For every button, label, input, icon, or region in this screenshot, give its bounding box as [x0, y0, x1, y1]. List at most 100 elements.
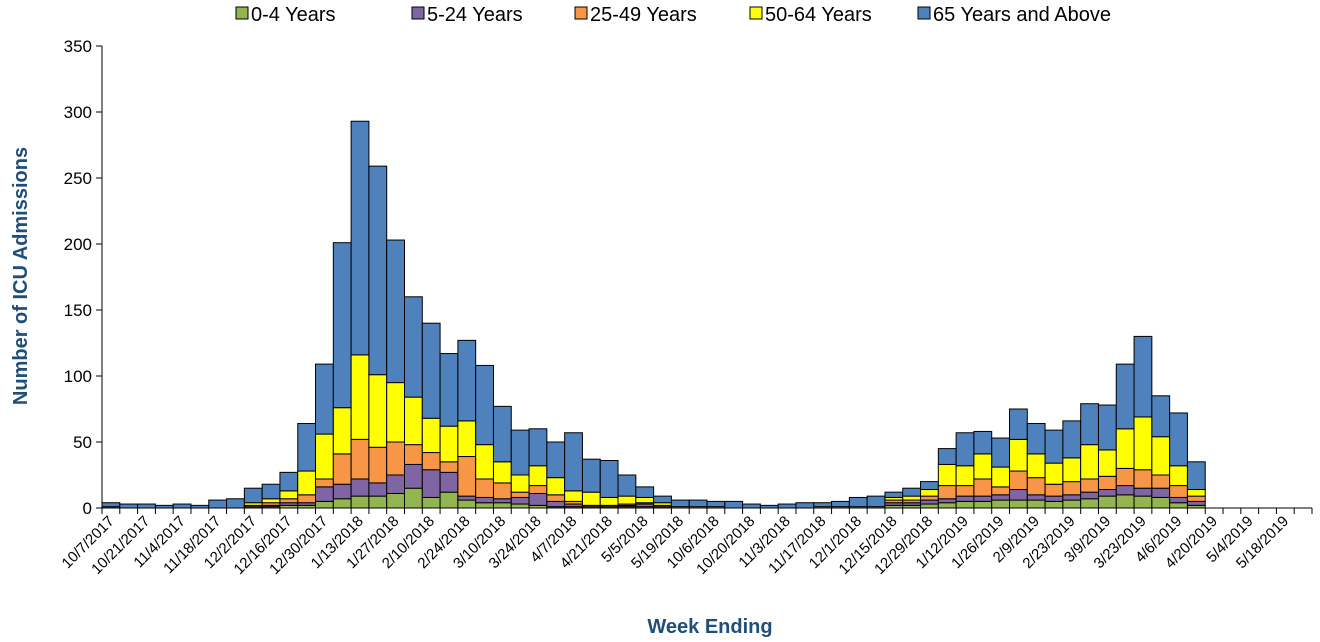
bar-segment	[332, 407, 352, 455]
legend-swatch	[411, 6, 425, 20]
bar-segment	[1044, 462, 1064, 485]
bar-segment	[510, 491, 530, 498]
bar-segment	[510, 496, 530, 505]
bar-segment	[706, 500, 726, 508]
bar-segment	[1186, 495, 1206, 502]
bar-segment	[1026, 494, 1046, 501]
bar-segment	[1133, 416, 1153, 471]
y-axis: 0 50 100 150 200 250 300 350	[64, 37, 103, 518]
bar-segment	[421, 469, 441, 498]
chart-legend: 0-4 Years 5-24 Years 25-49 Years 50-64 Year…	[235, 4, 1111, 26]
bar-segment	[1009, 408, 1028, 440]
legend-item: 0-4 Years	[235, 4, 336, 26]
bar-segment	[937, 448, 957, 465]
bar-segment	[475, 502, 494, 509]
bar-segment	[1151, 487, 1171, 498]
bar-segment	[332, 498, 352, 509]
bar-segment	[831, 500, 850, 508]
bar-segment	[564, 490, 583, 502]
bar-segment	[528, 428, 548, 467]
bar-segment	[546, 494, 566, 502]
x-axis: 10/7/201710/21/201711/4/201711/18/201712…	[59, 507, 1313, 578]
bar-segment	[1009, 499, 1028, 509]
bar-segment	[920, 481, 939, 491]
bar-segment	[315, 478, 334, 488]
bar-segment	[475, 478, 494, 498]
y-axis-title: Number of ICU Admissions	[10, 147, 32, 405]
bar-segment	[510, 474, 530, 493]
legend-item: 25-49 Years	[574, 4, 697, 26]
bar-segment	[439, 471, 459, 493]
bar-segment	[475, 444, 494, 480]
bar-segment	[1097, 449, 1117, 477]
bar-segment	[1062, 481, 1082, 496]
bar-segment	[1097, 495, 1117, 509]
bar-segment	[1186, 489, 1206, 497]
bar-segment	[955, 495, 975, 502]
bar-segment	[937, 502, 957, 509]
bar-segment	[581, 491, 601, 506]
bar-segment	[368, 165, 388, 376]
bar-segment	[937, 485, 957, 500]
bar-segment	[101, 502, 121, 508]
bar-segment	[261, 498, 281, 504]
bar-segment	[1080, 478, 1099, 493]
bar-segment	[421, 322, 441, 419]
bar-segment	[973, 495, 993, 502]
legend-label: 25-49 Years	[590, 4, 697, 26]
bar-segment	[386, 492, 405, 509]
bar-segment	[421, 417, 441, 454]
bar-segment	[1062, 494, 1082, 501]
bar-segment	[350, 438, 370, 480]
bar-segment	[1009, 438, 1028, 472]
y-tick-label: 150	[64, 301, 92, 320]
bar-segment	[991, 437, 1010, 468]
bar-segment	[421, 496, 441, 509]
bar-segment	[492, 482, 512, 500]
bar-segment	[599, 459, 619, 498]
legend-swatch	[574, 6, 588, 20]
bar-segment	[1026, 477, 1046, 496]
legend-item: 50-64 Years	[749, 4, 872, 26]
bar-segment	[386, 382, 405, 443]
bar-segment	[439, 461, 459, 473]
bar-segment	[439, 425, 459, 463]
bar-segment	[368, 482, 388, 497]
bar-segment	[528, 492, 548, 506]
bar-segment	[1186, 461, 1206, 491]
bar-segment	[742, 503, 761, 509]
bar-segment	[1115, 494, 1135, 509]
bar-segment	[279, 490, 299, 500]
bar-segment	[475, 496, 494, 504]
bar-segment	[724, 500, 744, 509]
bar-segment	[1044, 429, 1064, 464]
bar-segment	[137, 503, 156, 509]
bar-segment	[1151, 474, 1171, 489]
bar-segment	[937, 463, 957, 487]
bar-segment	[1115, 363, 1135, 430]
bar-segment	[1062, 499, 1082, 509]
bar-segment	[884, 491, 904, 498]
bar-segment	[955, 465, 975, 487]
legend-item: 5-24 Years	[411, 4, 523, 26]
bar-segment	[1080, 498, 1099, 509]
legend-label: 5-24 Years	[427, 4, 523, 26]
bar-segment	[973, 453, 993, 480]
bar-segment	[1115, 428, 1135, 469]
bar-segment	[937, 498, 957, 504]
bar-segment	[635, 486, 655, 498]
bar-segment	[955, 432, 975, 467]
chart-bars	[101, 120, 1206, 509]
bar-segment	[1097, 489, 1117, 497]
bar-segment	[528, 485, 548, 494]
bar-segment	[315, 363, 334, 435]
bar-segment	[777, 503, 797, 509]
bar-segment	[404, 396, 423, 446]
bar-segment	[1026, 499, 1046, 509]
y-tick-label: 300	[64, 103, 92, 122]
bar-segment	[991, 466, 1010, 488]
bar-segment	[1169, 496, 1188, 504]
bar-segment	[315, 433, 334, 480]
bar-segment	[991, 499, 1010, 509]
legend-label: 0-4 Years	[251, 4, 336, 26]
